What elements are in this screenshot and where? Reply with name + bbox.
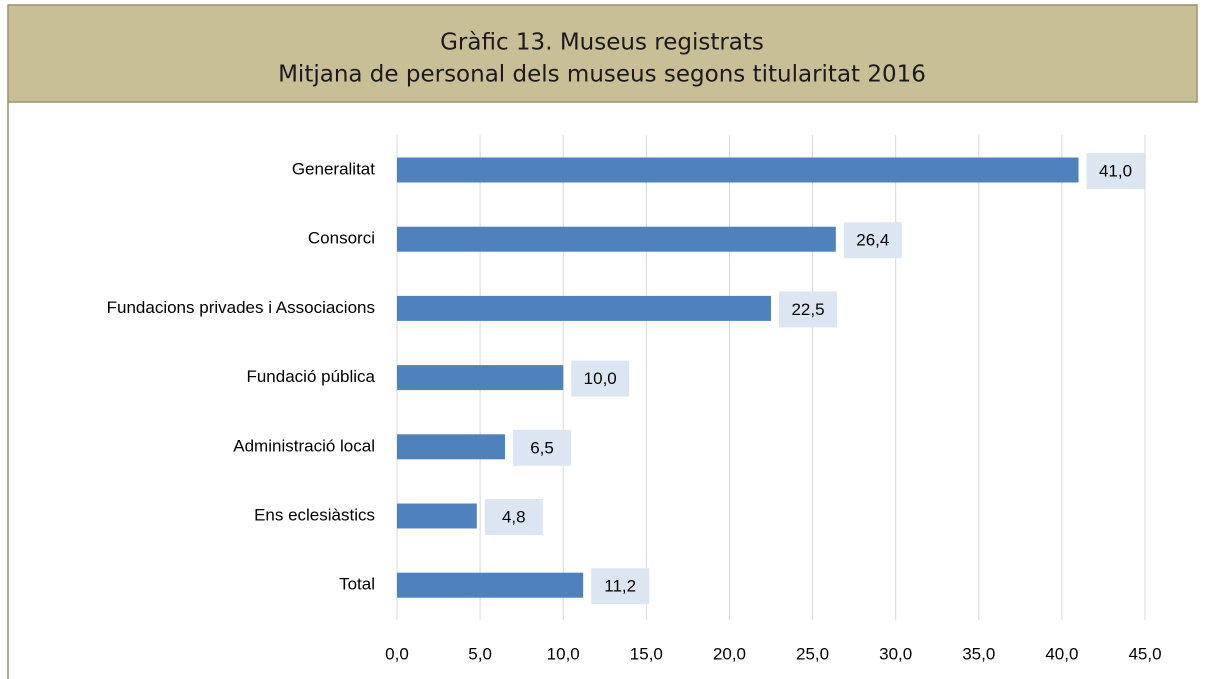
bar [397, 572, 584, 598]
chart-subtitle: Mitjana de personal dels museus segons t… [278, 62, 926, 88]
value-label-box [1086, 153, 1145, 189]
value-label-box [513, 429, 572, 466]
value-label-box [484, 499, 543, 535]
y-tick-label: Generalitat [292, 159, 375, 178]
value-label: 22,5 [791, 300, 824, 319]
bar [397, 434, 506, 460]
y-tick-label: Administració local [233, 436, 375, 455]
y-tick-label: Total [339, 575, 375, 594]
bar [397, 226, 836, 252]
value-label-box [843, 222, 902, 259]
y-tick-label: Consorci [308, 229, 375, 248]
value-label-box [571, 360, 630, 397]
y-tick-label: Fundacions privades i Associacions [107, 298, 375, 317]
value-label: 11,2 [604, 577, 636, 596]
bar [397, 365, 564, 391]
header-band [7, 4, 1198, 103]
x-tick-label: 25,0 [796, 644, 829, 663]
value-label-box [591, 568, 650, 605]
value-label: 10,0 [584, 369, 617, 388]
x-tick-label: 45,0 [1128, 644, 1161, 663]
value-label: 6,5 [530, 438, 554, 457]
x-tick-label: 10,0 [547, 644, 580, 663]
value-label: 41,0 [1099, 161, 1132, 180]
x-tick-label: 5,0 [468, 644, 492, 663]
value-label: 4,8 [502, 507, 526, 526]
chart-title: Gràfic 13. Museus registrats [440, 30, 764, 56]
bar [397, 295, 771, 321]
y-tick-label: Fundació pública [246, 367, 375, 386]
x-tick-label: 20,0 [713, 644, 746, 663]
bar [397, 157, 1079, 183]
x-tick-label: 30,0 [879, 644, 912, 663]
x-tick-label: 40,0 [1045, 644, 1078, 663]
value-label: 26,4 [856, 231, 889, 250]
y-tick-label: Ens eclesiàstics [254, 505, 375, 524]
x-tick-label: 15,0 [630, 644, 663, 663]
x-tick-label: 35,0 [962, 644, 995, 663]
x-tick-label: 0,0 [385, 644, 409, 663]
bar [397, 503, 477, 529]
value-label-box [779, 291, 837, 328]
